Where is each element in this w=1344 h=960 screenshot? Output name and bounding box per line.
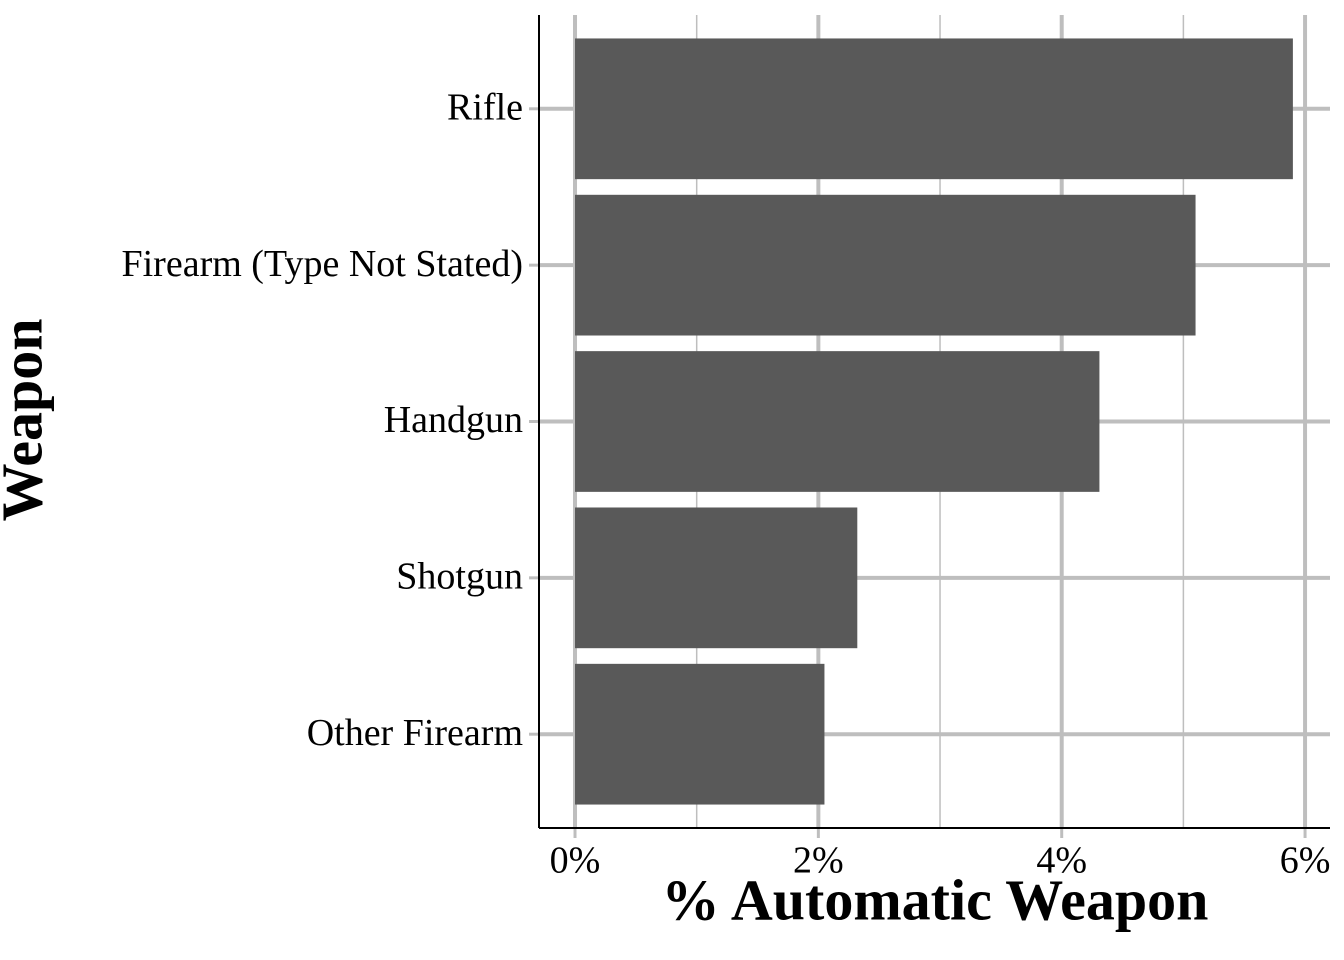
- y-tick-label: Firearm (Type Not Stated): [121, 243, 523, 285]
- bar: [575, 38, 1293, 180]
- x-tick-label: 4%: [1036, 840, 1087, 882]
- x-tick-label: 6%: [1280, 840, 1331, 882]
- y-tick-label: Rifle: [447, 87, 523, 129]
- y-axis-title: Weapon: [0, 318, 54, 521]
- x-tick-label: 0%: [550, 840, 601, 882]
- y-tick-label: Handgun: [384, 399, 523, 441]
- bar: [575, 351, 1100, 492]
- bar: [575, 663, 825, 805]
- y-tick-label: Other Firearm: [307, 712, 523, 754]
- y-tick-label: Shotgun: [396, 556, 523, 598]
- bar: [575, 194, 1196, 336]
- bar: [575, 507, 858, 649]
- x-axis-title: % Automatic Weapon: [662, 867, 1209, 932]
- x-tick-label: 2%: [793, 840, 844, 882]
